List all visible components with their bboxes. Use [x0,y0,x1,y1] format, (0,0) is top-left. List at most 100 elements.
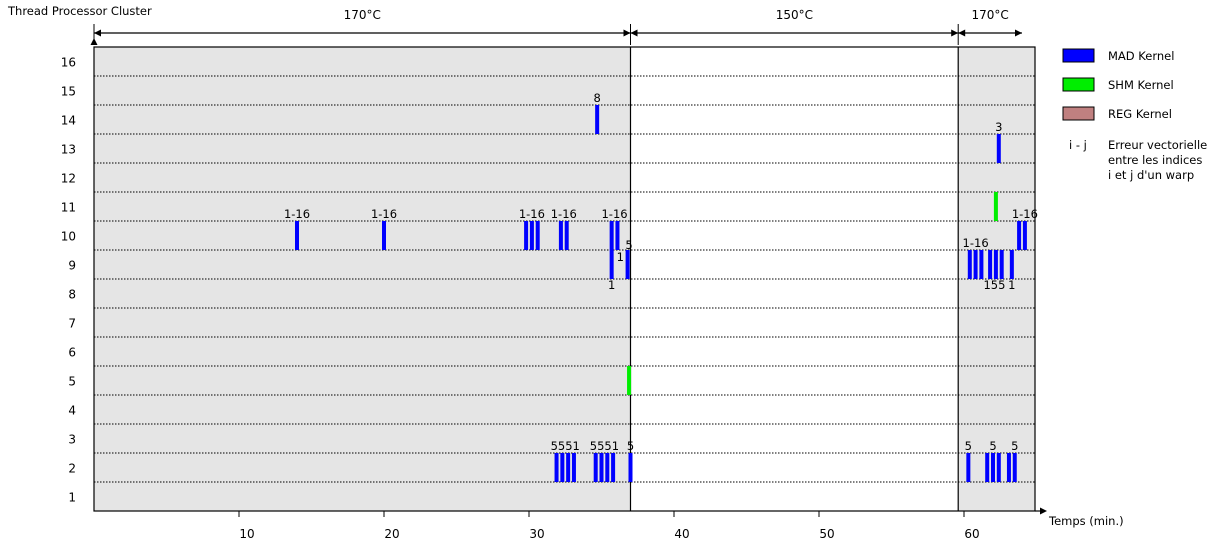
legend-swatch [1062,48,1095,63]
event-bar-mad [1022,221,1027,250]
error-annotation: 1-16 [519,207,545,221]
event-bar-mad [1017,221,1022,250]
legend-note-line: Erreur vectorielle [1108,138,1207,152]
error-annotation: 5 [989,439,996,453]
legend-note-line: i et j d'un warp [1108,168,1194,182]
event-bar-mad [564,221,569,250]
phase-label: 170°C [971,8,1008,22]
y-tick-label: 16 [61,56,76,70]
row-gridlines [94,75,1035,483]
event-bar-mad [973,250,978,279]
event-bar-shm [993,192,998,221]
event-bar-mad [625,250,630,279]
event-bar-mad [996,453,1001,482]
event-bar-mad [605,453,610,482]
event-bar-mad [1006,453,1011,482]
event-bar-mad [993,250,998,279]
y-tick-label: 9 [68,259,76,273]
y-tick-label: 8 [68,288,76,302]
error-annotation: 1-16 [371,207,397,221]
x-tick-label: 50 [819,527,834,541]
error-annotation: 5551 [551,439,580,453]
event-bar-mad [967,250,972,279]
legend-swatch [1062,77,1095,92]
temperature-phases: 170°C 150°C 170°C [93,8,1022,45]
event-bar-mad [628,453,633,482]
y-tick-label: 11 [61,201,76,215]
event-bar-mad [554,453,559,482]
event-bar-mad [1012,453,1017,482]
event-bar-mad [979,250,984,279]
event-bar-mad [599,453,604,482]
y-tick-label: 10 [61,230,76,244]
x-tick-label: 20 [384,527,399,541]
y-axis-title: Thread Processor Cluster [7,4,152,18]
x-tick-label: 40 [674,527,689,541]
event-bar-mad [593,453,598,482]
y-axis-arrow [90,38,98,45]
y-tick-label: 7 [68,317,76,331]
error-annotation: 1 [1008,278,1015,292]
event-bar-mad [966,453,971,482]
phase-label: 170°C [344,8,381,22]
y-tick-label: 1 [68,491,76,505]
event-bar-mad [985,453,990,482]
error-annotation: 1-16 [963,236,989,250]
phase-label: 150°C [776,8,813,22]
event-bar-mad [991,453,995,482]
error-annotation: 5 [625,238,632,252]
phase-arrowhead-right [623,29,631,37]
event-bar-mad [524,221,529,250]
error-annotation: 5551 [590,439,619,453]
event-bar-mad [535,221,540,250]
event-bar-mad [595,105,600,134]
event-bar-mad [999,250,1004,279]
plot-border [93,46,1036,512]
phase-arrowhead-left [94,29,101,37]
x-tick-label: 30 [529,527,544,541]
legend-label: REG Kernel [1108,107,1172,121]
error-annotation: 1-16 [284,207,310,221]
error-annotation: 5 [627,439,634,453]
plot-frame [93,46,1036,512]
error-annotation: 1 [617,250,624,264]
phase-arrowhead-left [958,29,966,37]
error-annotation: 1 [608,278,615,292]
y-tick-label: 6 [68,346,76,360]
event-bar-shm [627,366,632,395]
event-bar-mad [996,134,1001,163]
legend-note-line: entre les indices [1108,153,1202,167]
y-tick-label: 5 [68,375,76,389]
y-tick-label: 13 [61,143,76,157]
event-bar-mad [558,221,563,250]
x-tick-label: 60 [964,527,979,541]
y-tick-label: 3 [68,433,76,447]
legend-label: SHM Kernel [1108,78,1174,92]
legend: MAD Kernel SHM Kernel REG Kernel i - j Erreu… [1062,48,1207,182]
legend-label: MAD Kernel [1108,49,1174,63]
y-tick-label: 4 [68,404,76,418]
x-tick-label: 10 [239,527,254,541]
error-annotation: 155 [983,278,1005,292]
phase-arrowhead-right [951,29,959,37]
event-bar-mad [571,453,576,482]
event-bar-mad [1009,250,1014,279]
event-bar-mad [529,221,534,250]
error-annotation: 8 [593,91,600,105]
phase-arrowhead-left [630,29,638,37]
x-axis-arrow [1040,507,1047,515]
legend-swatch [1062,106,1095,121]
event-bar-mad [615,221,620,250]
error-annotation: 5 [965,439,972,453]
event-bar-mad [560,453,565,482]
event-bar-mad [566,453,571,482]
event-bar-mad [611,453,616,482]
y-tick-label: 2 [68,462,76,476]
error-events [295,105,1027,482]
legend-note-key: i - j [1069,138,1087,152]
event-bar-mad [295,221,299,250]
error-annotation: 3 [995,120,1002,134]
